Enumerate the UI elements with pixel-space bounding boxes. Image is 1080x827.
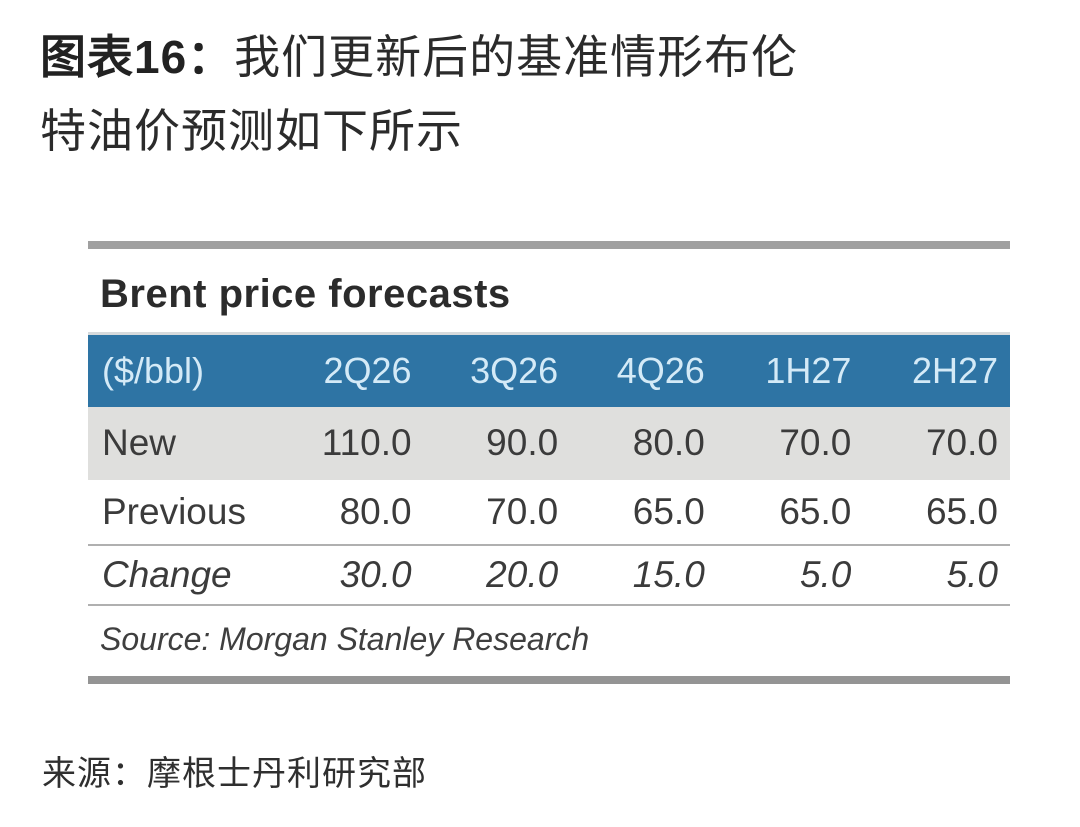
- unit-label: ($/bbl): [102, 349, 205, 391]
- value-cell: 5.0: [863, 544, 1010, 606]
- table-header-row: ($/bbl) 2Q26 3Q26 4Q26 1H27 2H27: [88, 333, 1010, 407]
- row-label: Change: [88, 544, 277, 606]
- column-header: 4Q26: [616, 349, 705, 391]
- figure-number-label: 图表16：: [40, 31, 235, 83]
- value-cell: 70.0: [925, 422, 998, 463]
- footer-source-note: 来源：摩根士丹利研究部: [42, 755, 427, 793]
- value-cell: 20.0: [423, 544, 571, 606]
- value-cell: 80.0: [632, 422, 705, 463]
- figure-caption-line2: 特油价预测如下所示: [40, 106, 463, 157]
- value-cell: 70.0: [779, 422, 852, 463]
- value-cell: 110.0: [321, 422, 412, 463]
- table-source-note: Source: Morgan Stanley Research: [100, 620, 590, 657]
- value-cell: 65.0: [716, 479, 864, 546]
- column-header: 1H27: [765, 349, 852, 391]
- value-cell: 90.0: [486, 422, 559, 463]
- table-row-previous: Previous 80.0 70.0 65.0 65.0 65.0: [88, 479, 1010, 546]
- value-cell: 70.0: [423, 479, 571, 546]
- bottom-rule: [88, 675, 1010, 684]
- table-row-new: New 110.0 90.0 80.0 70.0 70.0: [88, 406, 1010, 480]
- top-rule: [88, 241, 1010, 249]
- brent-forecast-table: ($/bbl) 2Q26 3Q26 4Q26 1H27 2H27 New 110.0 90.0…: [88, 332, 1010, 606]
- value-cell: 30.0: [277, 544, 424, 606]
- table-row-change: Change 30.0 20.0 15.0 5.0 5.0: [88, 544, 1010, 606]
- column-header: 2Q26: [323, 349, 412, 391]
- value-cell: 65.0: [570, 479, 717, 546]
- value-cell: 80.0: [277, 479, 424, 546]
- chart-title: Brent price forecasts: [100, 272, 511, 316]
- row-label: New: [102, 422, 177, 463]
- value-cell: 65.0: [863, 479, 1010, 546]
- figure-caption: 图表16：我们更新后的基准情形布伦 特油价预测如下所示: [40, 20, 1000, 169]
- figure-caption-line1: 我们更新后的基准情形布伦: [234, 32, 799, 83]
- value-cell: 5.0: [716, 544, 864, 606]
- column-header: 3Q26: [470, 349, 559, 391]
- column-header: 2H27: [911, 349, 998, 391]
- forecast-chart-card: Brent price forecasts ($/bbl) 2Q26 3Q26 4Q2…: [88, 241, 1010, 684]
- row-label: Previous: [88, 479, 277, 546]
- value-cell: 15.0: [570, 544, 717, 606]
